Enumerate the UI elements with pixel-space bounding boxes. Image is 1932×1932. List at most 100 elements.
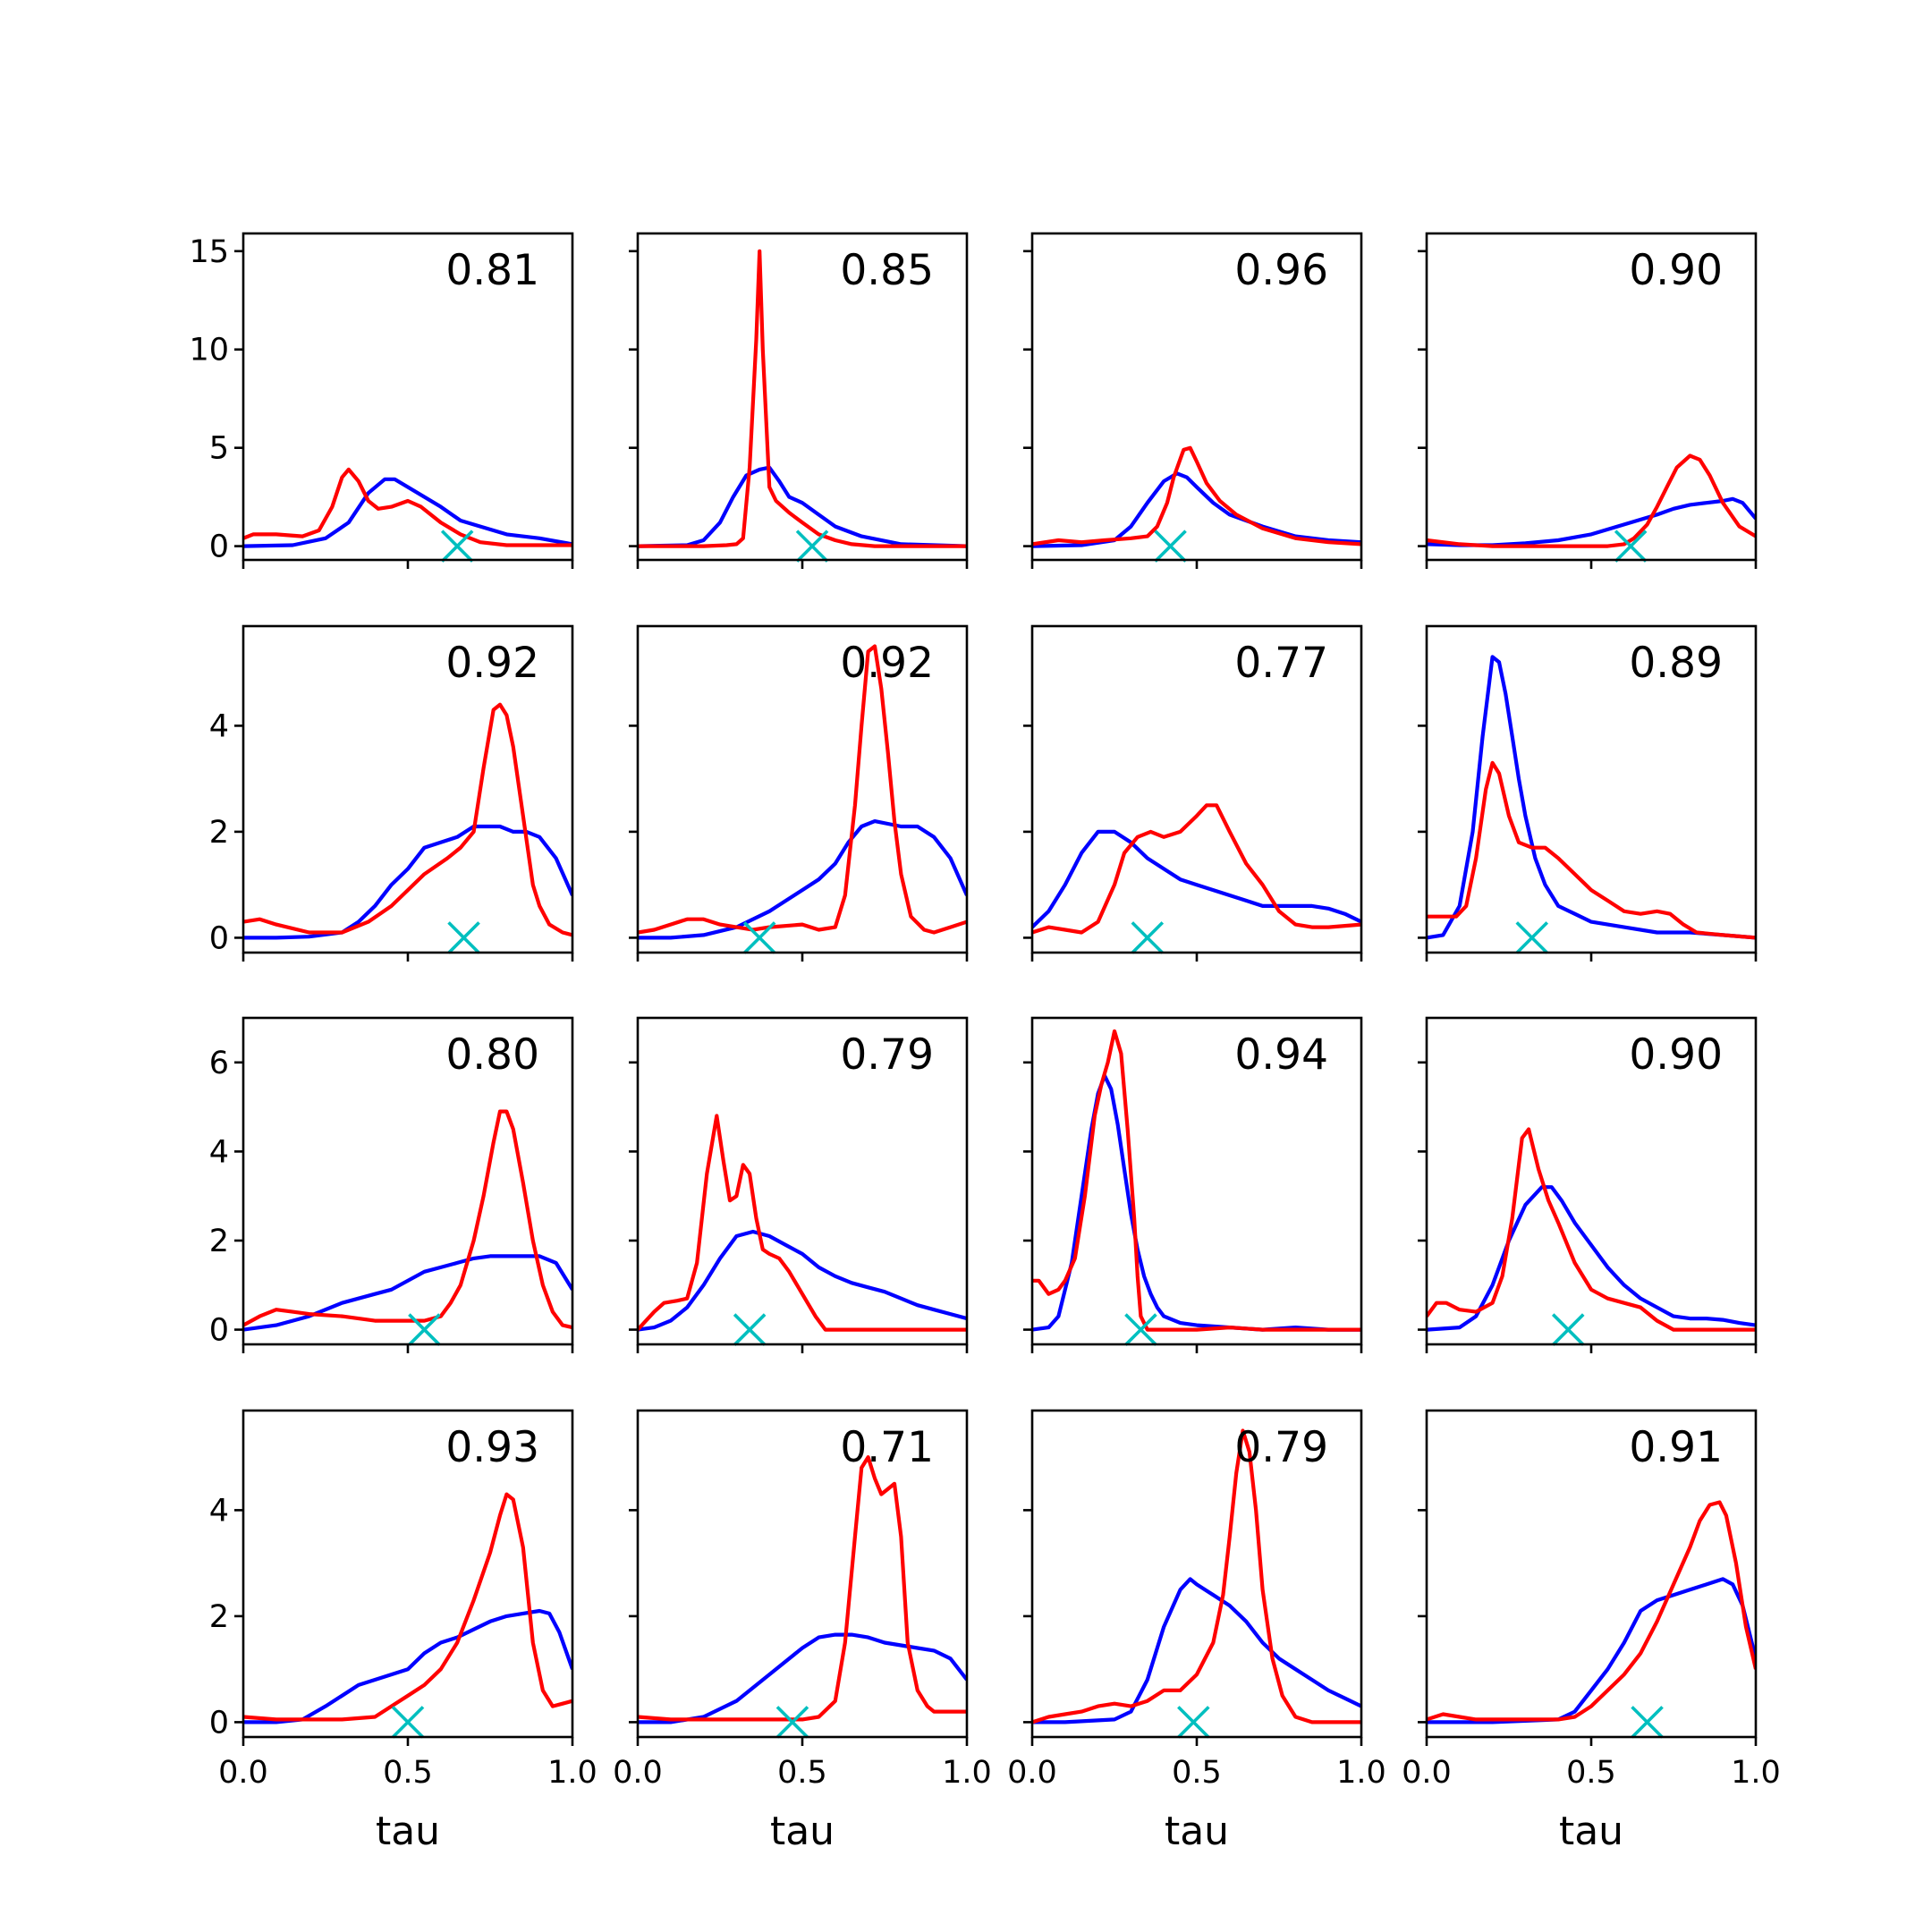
y-tick-label: 2	[209, 1224, 229, 1259]
x-marker	[733, 1313, 767, 1346]
series-line-blue	[1032, 829, 1361, 929]
series-line-red	[638, 1114, 967, 1332]
score-annotation: 0.92	[445, 639, 539, 688]
y-tick-label: 0	[209, 1313, 229, 1349]
series-line-red	[638, 249, 967, 548]
series-line-red	[243, 1492, 572, 1722]
x-marker-stroke	[1551, 1313, 1585, 1346]
x-tick-label: 0.5	[777, 1755, 827, 1791]
series-line-red	[1032, 1029, 1361, 1332]
x-tick-label: 0.5	[1566, 1755, 1616, 1791]
x-tick-label: 1.0	[1731, 1755, 1781, 1791]
series-line-red	[638, 1454, 967, 1722]
x-marker	[447, 921, 480, 954]
series-line-blue	[638, 1229, 967, 1332]
series-line-blue	[1427, 655, 1756, 940]
series-line-blue	[638, 465, 967, 548]
subplot-r2-c1: 0 2 4 0.92	[209, 624, 574, 962]
subplot-r2-c2: 0.92	[629, 624, 969, 962]
x-marker-stroke	[440, 530, 474, 563]
y-tick-label: 2	[209, 1599, 229, 1635]
x-marker	[391, 1706, 425, 1739]
x-marker-stroke	[391, 1706, 425, 1739]
y-tick-label: 0	[209, 920, 229, 956]
x-tick-label: 0.5	[383, 1755, 433, 1791]
x-axis-label: tau	[1165, 1809, 1229, 1854]
x-marker	[1515, 921, 1549, 954]
y-tick-label: 0	[209, 530, 229, 565]
x-tick-label: 1.0	[547, 1755, 597, 1791]
score-annotation: 0.96	[1234, 246, 1328, 295]
y-tick-label: 5	[209, 431, 229, 467]
x-marker	[1177, 1706, 1210, 1739]
subplot-r3-c4: 0.90	[1418, 1016, 1758, 1353]
y-tick-label: 15	[189, 234, 229, 270]
x-marker-stroke	[1515, 921, 1549, 954]
series-line-blue	[1032, 471, 1361, 548]
score-annotation: 0.79	[1234, 1423, 1328, 1472]
x-marker	[1154, 530, 1187, 563]
x-marker-stroke	[1154, 530, 1187, 563]
score-annotation: 0.79	[840, 1030, 934, 1080]
x-tick-label: 0.0	[1007, 1755, 1057, 1791]
score-annotation: 0.81	[445, 246, 539, 295]
series-line-blue	[1032, 1073, 1361, 1332]
x-tick-label: 1.0	[1336, 1755, 1386, 1791]
series-line-blue	[638, 818, 967, 940]
score-annotation: 0.92	[840, 639, 934, 688]
series-line-blue	[243, 824, 572, 940]
score-annotation: 0.89	[1629, 639, 1723, 688]
x-axis-label: tau	[1559, 1809, 1623, 1854]
subplot-r1-c3: 0.96	[1023, 232, 1363, 569]
score-annotation: 0.80	[445, 1030, 539, 1080]
subplot-r1-c2: 0.85	[629, 232, 969, 569]
subplot-r4-c2: 0.0 0.5 1.0 tau 0.71	[613, 1409, 992, 1854]
x-tick-label: 1.0	[942, 1755, 992, 1791]
x-marker-stroke	[733, 1313, 767, 1346]
score-annotation: 0.91	[1629, 1423, 1723, 1472]
x-marker-stroke	[1614, 530, 1648, 563]
series-line-blue	[243, 1608, 572, 1724]
subplot-r2-c4: 0.89	[1418, 624, 1758, 962]
x-tick-label: 0.0	[1402, 1755, 1452, 1791]
panels-group: 0 5 10 15 0.81 0.85 0.96 0.90 0 2 4 0.92 0.92 0.77 0.8…	[189, 232, 1781, 1854]
subplot-r3-c1: 0 2 4 6 0.80	[209, 1016, 574, 1353]
score-annotation: 0.71	[840, 1423, 934, 1472]
subplot-r4-c3: 0.0 0.5 1.0 tau 0.79	[1007, 1409, 1386, 1854]
score-annotation: 0.77	[1234, 639, 1328, 688]
y-tick-label: 4	[209, 1134, 229, 1170]
series-line-red	[1427, 453, 1756, 548]
x-marker	[742, 921, 776, 954]
x-marker-stroke	[795, 530, 829, 563]
series-line-red	[243, 702, 572, 937]
x-tick-label: 0.0	[218, 1755, 268, 1791]
series-line-red	[1427, 1127, 1756, 1332]
score-annotation: 0.90	[1629, 1030, 1723, 1080]
x-marker-stroke	[1124, 1313, 1157, 1346]
y-tick-label: 4	[209, 708, 229, 744]
subplot-r4-c1: 0 2 4 0.0 0.5 1.0 tau 0.93	[209, 1409, 597, 1854]
subplot-r3-c2: 0.79	[629, 1016, 969, 1353]
x-marker	[440, 530, 474, 563]
x-marker-stroke	[1131, 921, 1165, 954]
y-tick-label: 4	[209, 1493, 229, 1529]
y-tick-label: 2	[209, 815, 229, 851]
score-annotation: 0.94	[1234, 1030, 1328, 1080]
subplot-r4-c4: 0.0 0.5 1.0 tau 0.91	[1402, 1409, 1781, 1854]
series-line-red	[1032, 803, 1361, 935]
x-marker	[1131, 921, 1165, 954]
series-line-blue	[1032, 1577, 1361, 1724]
x-marker	[408, 1313, 441, 1346]
series-line-red	[1427, 1500, 1756, 1722]
series-line-red	[1032, 1428, 1361, 1724]
x-marker	[1551, 1313, 1585, 1346]
series-line-blue	[1427, 1185, 1756, 1332]
subplot-r2-c3: 0.77	[1023, 624, 1363, 962]
series-line-red	[1427, 760, 1756, 940]
subplot-r1-c1: 0 5 10 15 0.81	[189, 232, 574, 569]
x-marker	[1614, 530, 1648, 563]
series-line-red	[638, 644, 967, 935]
x-marker-stroke	[775, 1706, 809, 1739]
y-tick-label: 6	[209, 1046, 229, 1081]
